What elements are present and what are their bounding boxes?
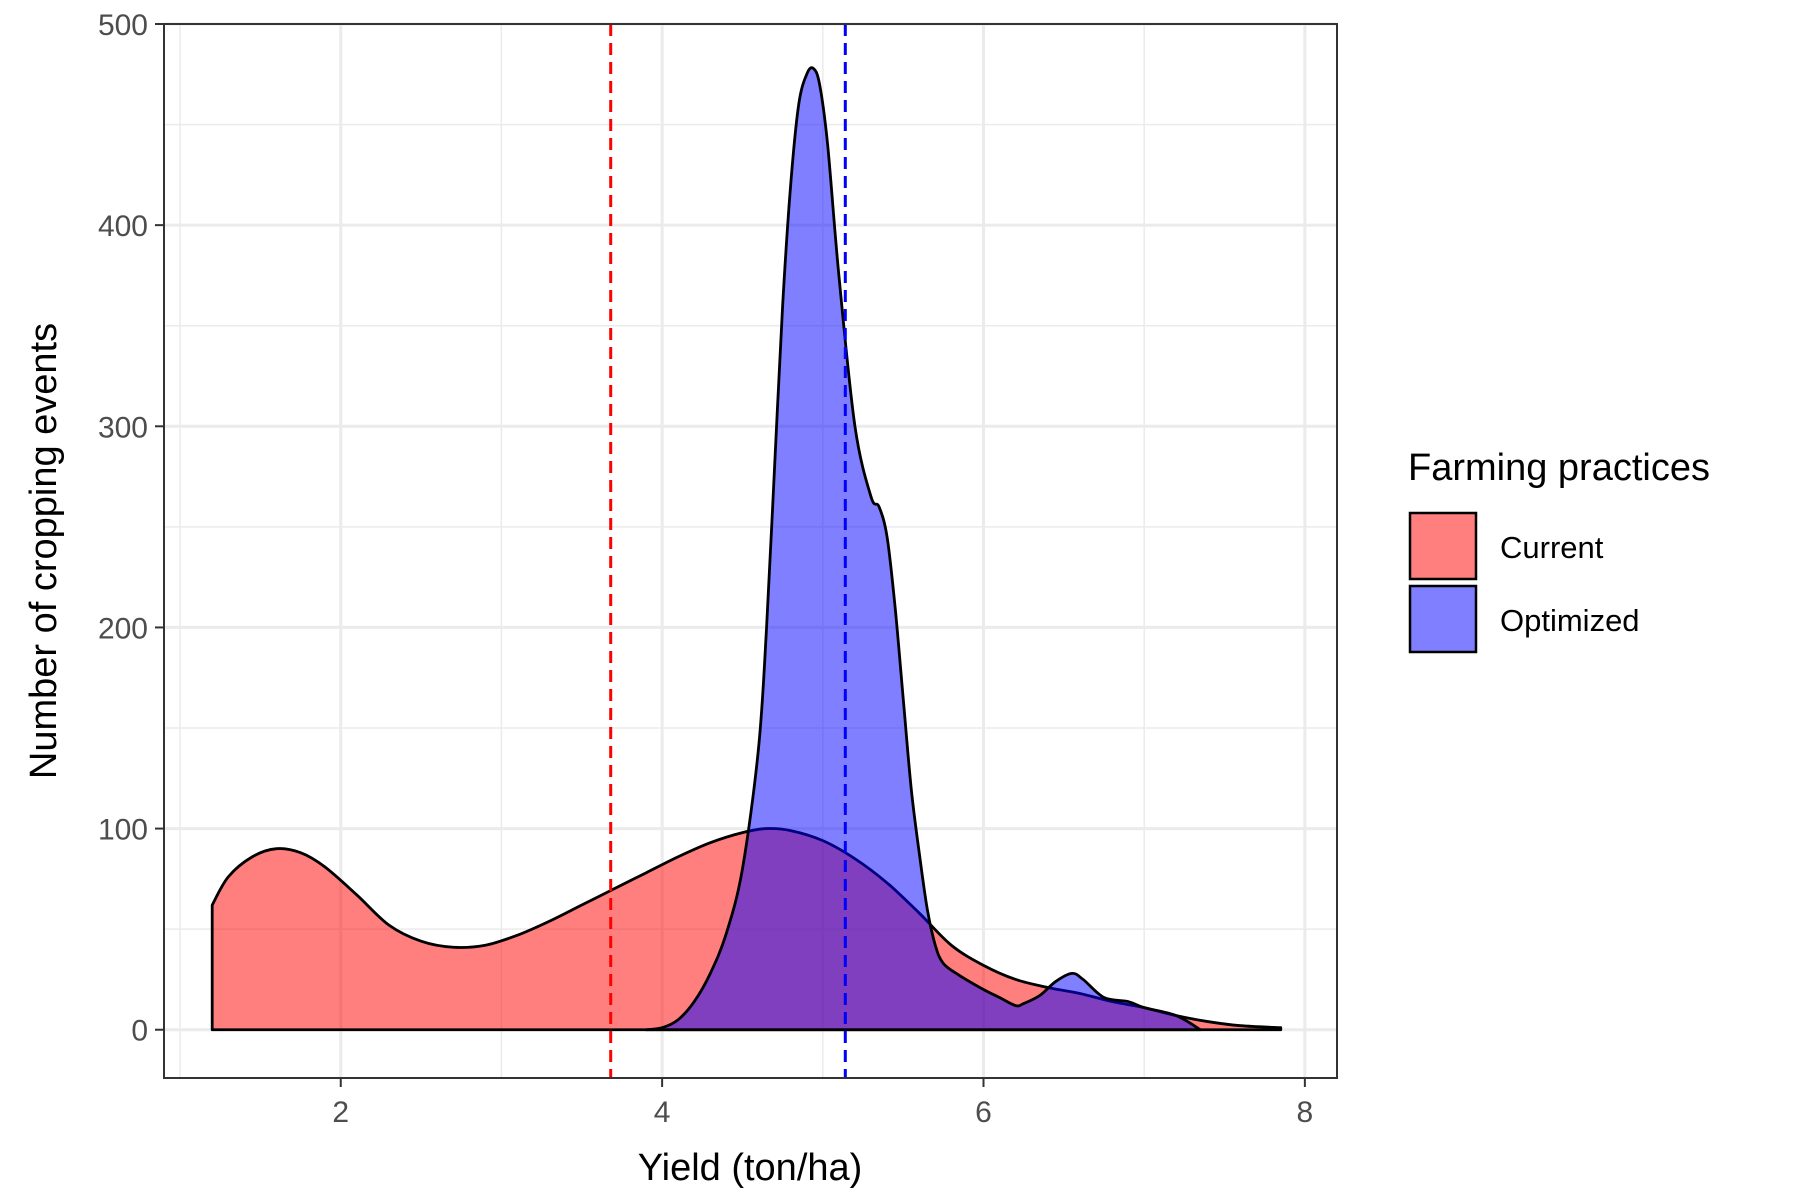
mean-lines <box>609 24 847 1078</box>
y-tick-label: 100 <box>98 814 148 847</box>
x-axis-ticks: 2 4 6 8 <box>332 1078 1313 1129</box>
x-tick-label: 4 <box>654 1096 671 1129</box>
x-axis-title: Yield (ton/ha) <box>638 1147 863 1189</box>
legend-key-current <box>1408 511 1478 581</box>
legend-title: Farming practices <box>1408 447 1710 489</box>
density-area-optimized <box>644 66 1202 1032</box>
y-axis-ticks: 0 100 200 300 400 500 <box>98 9 164 1048</box>
y-tick-label: 500 <box>98 9 148 42</box>
y-tick-label: 0 <box>131 1015 148 1048</box>
y-tick-label: 200 <box>98 612 148 645</box>
legend-label-optimized: Optimized <box>1500 603 1640 638</box>
legend: Farming practices Current Optimized <box>1408 447 1710 654</box>
y-tick-label: 400 <box>98 210 148 243</box>
x-tick-label: 6 <box>975 1096 992 1129</box>
y-axis-title: Number of cropping events <box>23 323 65 779</box>
density-areas <box>210 66 1283 1032</box>
y-tick-label: 300 <box>98 411 148 444</box>
legend-key-optimized <box>1408 584 1478 654</box>
legend-label-current: Current <box>1500 530 1604 565</box>
x-tick-label: 8 <box>1297 1096 1314 1129</box>
x-tick-label: 2 <box>332 1096 349 1129</box>
plot-panel-border <box>163 23 1338 1079</box>
